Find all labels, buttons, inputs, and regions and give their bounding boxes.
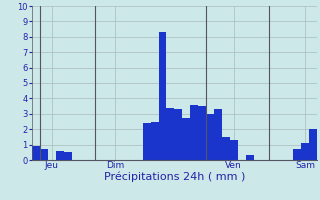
Bar (198, 106, 206, 160)
Bar (32, 146, 40, 160)
Bar (64, 152, 72, 160)
Bar (222, 137, 230, 160)
Bar (301, 143, 309, 160)
Bar (230, 140, 238, 160)
Bar (143, 123, 151, 160)
Bar (246, 155, 253, 160)
Bar (159, 32, 166, 160)
Bar (214, 109, 222, 160)
Bar (40, 149, 48, 160)
Bar (293, 149, 301, 160)
Bar (190, 105, 198, 160)
X-axis label: Précipitations 24h ( mm ): Précipitations 24h ( mm ) (104, 172, 245, 182)
Bar (309, 129, 317, 160)
Bar (151, 121, 159, 160)
Bar (56, 151, 64, 160)
Bar (206, 114, 214, 160)
Bar (174, 109, 182, 160)
Bar (166, 108, 174, 160)
Bar (182, 118, 190, 160)
